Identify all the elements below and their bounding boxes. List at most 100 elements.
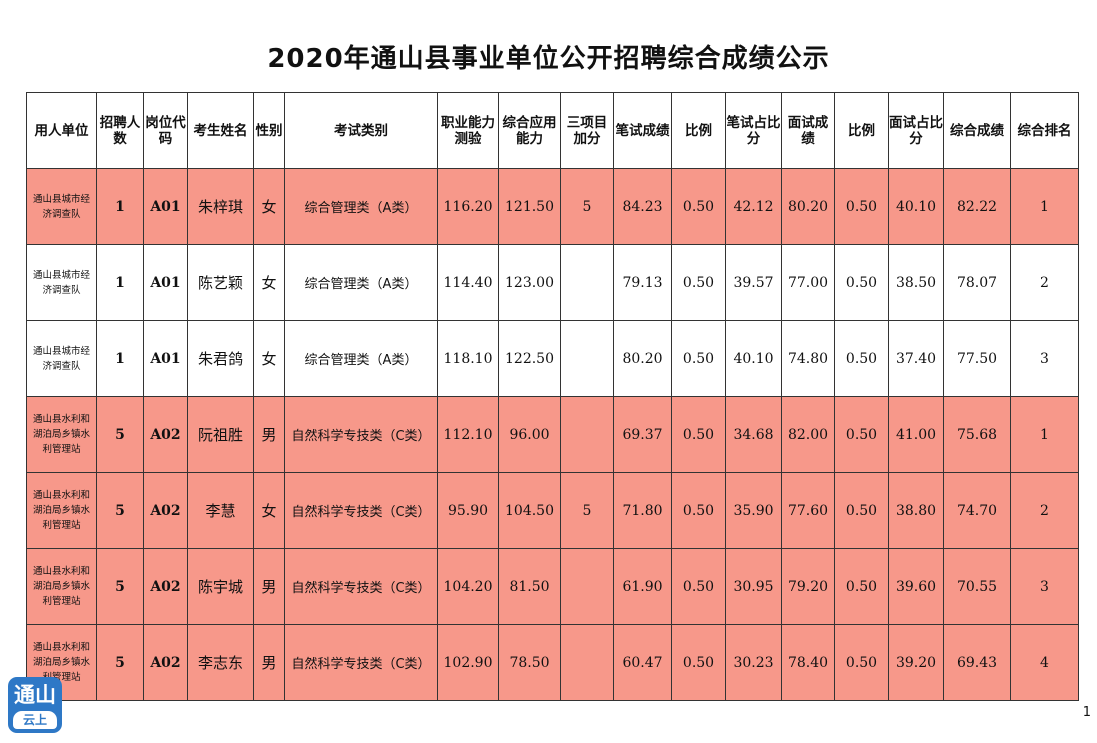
cell-interview: 77.60	[781, 472, 835, 549]
cell-name: 阮祖胜	[187, 396, 254, 473]
column-header-total: 综合成绩	[943, 92, 1011, 169]
cell-name: 李志东	[187, 624, 254, 701]
cell-count: 1	[96, 320, 144, 397]
cell-name: 朱君鸽	[187, 320, 254, 397]
cell-code: A02	[143, 396, 188, 473]
cell-written-share: 30.23	[725, 624, 782, 701]
cell-interview-share: 39.20	[888, 624, 944, 701]
cell-career: 114.40	[437, 244, 499, 321]
app-logo: 通山 云上	[8, 677, 62, 733]
cell-career: 104.20	[437, 548, 499, 625]
table-row: 通山县水利和湖泊局乡镇水利管理站 5 A02 阮祖胜 男 自然科学专技类（C类）…	[26, 396, 1079, 473]
cell-interview: 79.20	[781, 548, 835, 625]
cell-unit: 通山县城市经济调查队	[26, 168, 97, 245]
cell-category: 自然科学专技类（C类）	[284, 548, 438, 625]
cell-ratio2: 0.50	[834, 396, 889, 473]
cell-code: A02	[143, 624, 188, 701]
table-row: 通山县水利和湖泊局乡镇水利管理站 5 A02 李志东 男 自然科学专技类（C类）…	[26, 624, 1079, 701]
column-header-code: 岗位代码	[143, 92, 188, 169]
cell-bonus: 5	[560, 168, 614, 245]
table-header-row: 用人单位 招聘人数 岗位代码 考生姓名 性别 考试类别 职业能力测验 综合应用能…	[26, 92, 1079, 169]
cell-total: 78.07	[943, 244, 1011, 321]
cell-career: 95.90	[437, 472, 499, 549]
cell-written: 84.23	[613, 168, 672, 245]
column-header-unit: 用人单位	[26, 92, 97, 169]
cell-total: 77.50	[943, 320, 1011, 397]
column-header-gender: 性别	[253, 92, 285, 169]
cell-interview-share: 38.80	[888, 472, 944, 549]
logo-sub-text: 云上	[22, 713, 47, 727]
column-header-ratio2: 比例	[834, 92, 889, 169]
column-header-count: 招聘人数	[96, 92, 144, 169]
cell-total: 69.43	[943, 624, 1011, 701]
cell-rank: 3	[1010, 320, 1079, 397]
cell-written-share: 39.57	[725, 244, 782, 321]
cell-ratio2: 0.50	[834, 244, 889, 321]
cell-rank: 1	[1010, 396, 1079, 473]
column-header-category: 考试类别	[284, 92, 438, 169]
cell-code: A02	[143, 548, 188, 625]
cell-name: 陈宇城	[187, 548, 254, 625]
cell-rank: 1	[1010, 168, 1079, 245]
cell-category: 综合管理类（A类）	[284, 168, 438, 245]
cell-rank: 4	[1010, 624, 1079, 701]
cell-written: 60.47	[613, 624, 672, 701]
cell-rank: 2	[1010, 472, 1079, 549]
cell-count: 5	[96, 472, 144, 549]
cell-interview: 82.00	[781, 396, 835, 473]
cell-ratio1: 0.50	[671, 244, 726, 321]
cell-gender: 女	[253, 244, 285, 321]
column-header-written-share: 笔试占比分	[725, 92, 782, 169]
cell-written: 69.37	[613, 396, 672, 473]
cell-written-share: 35.90	[725, 472, 782, 549]
cell-unit: 通山县水利和湖泊局乡镇水利管理站	[26, 548, 97, 625]
cell-written-share: 40.10	[725, 320, 782, 397]
cell-written: 80.20	[613, 320, 672, 397]
results-table: 用人单位 招聘人数 岗位代码 考生姓名 性别 考试类别 职业能力测验 综合应用能…	[26, 92, 1079, 701]
cell-applied: 104.50	[498, 472, 561, 549]
cell-gender: 女	[253, 320, 285, 397]
cell-interview-share: 38.50	[888, 244, 944, 321]
cell-count: 5	[96, 396, 144, 473]
table-row: 通山县城市经济调查队 1 A01 陈艺颖 女 综合管理类（A类） 114.40 …	[26, 244, 1079, 321]
cell-interview-share: 39.60	[888, 548, 944, 625]
cell-applied: 81.50	[498, 548, 561, 625]
cell-ratio2: 0.50	[834, 168, 889, 245]
cell-written: 71.80	[613, 472, 672, 549]
cell-career: 112.10	[437, 396, 499, 473]
cell-count: 1	[96, 244, 144, 321]
cell-code: A01	[143, 320, 188, 397]
table-row: 通山县水利和湖泊局乡镇水利管理站 5 A02 陈宇城 男 自然科学专技类（C类）…	[26, 548, 1079, 625]
cell-bonus	[560, 320, 614, 397]
cloud-icon	[13, 711, 57, 729]
cell-interview: 78.40	[781, 624, 835, 701]
cell-bonus	[560, 548, 614, 625]
table-row: 通山县城市经济调查队 1 A01 朱君鸽 女 综合管理类（A类） 118.10 …	[26, 320, 1079, 397]
logo-main-text: 通山	[14, 683, 56, 707]
cell-written-share: 30.95	[725, 548, 782, 625]
page-number: 1	[1082, 705, 1091, 720]
cell-written: 61.90	[613, 548, 672, 625]
column-header-name: 考生姓名	[187, 92, 254, 169]
cell-interview: 77.00	[781, 244, 835, 321]
cell-ratio2: 0.50	[834, 320, 889, 397]
cell-count: 1	[96, 168, 144, 245]
column-header-bonus: 三项目加分	[560, 92, 614, 169]
cell-applied: 96.00	[498, 396, 561, 473]
cell-total: 74.70	[943, 472, 1011, 549]
column-header-interview-share: 面试占比分	[888, 92, 944, 169]
page-title: 2020年通山县事业单位公开招聘综合成绩公示	[267, 44, 830, 74]
cell-gender: 男	[253, 624, 285, 701]
cell-interview-share: 37.40	[888, 320, 944, 397]
cell-applied: 121.50	[498, 168, 561, 245]
column-header-applied: 综合应用能力	[498, 92, 561, 169]
cell-ratio1: 0.50	[671, 168, 726, 245]
column-header-rank: 综合排名	[1010, 92, 1079, 169]
cell-ratio1: 0.50	[671, 548, 726, 625]
cell-category: 自然科学专技类（C类）	[284, 396, 438, 473]
cell-ratio1: 0.50	[671, 624, 726, 701]
cell-ratio1: 0.50	[671, 472, 726, 549]
cell-rank: 2	[1010, 244, 1079, 321]
column-header-written: 笔试成绩	[613, 92, 672, 169]
cell-unit: 通山县城市经济调查队	[26, 244, 97, 321]
